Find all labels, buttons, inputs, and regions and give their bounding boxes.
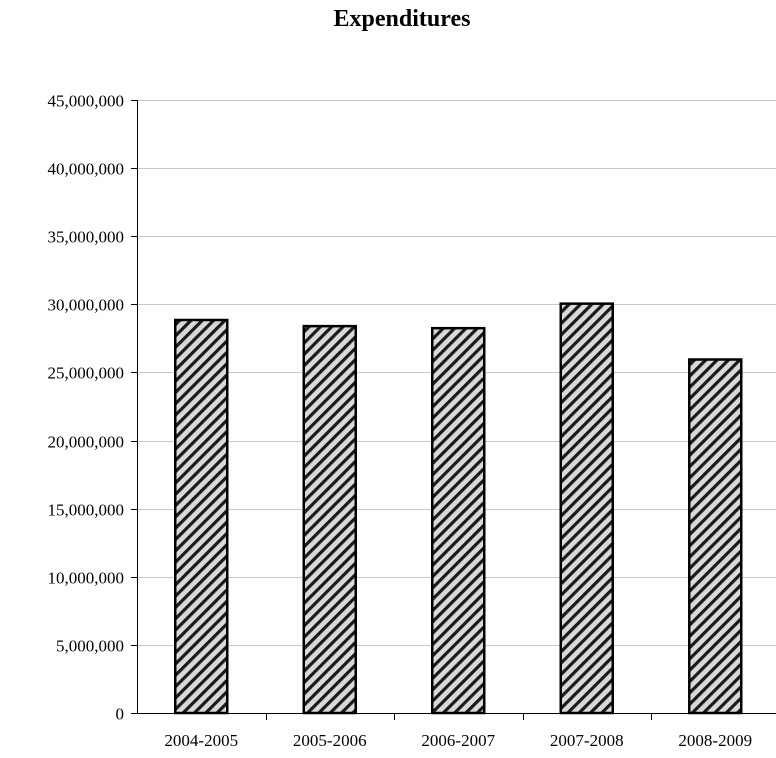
bar-2007-2008 (559, 302, 614, 715)
x-tick-labels: 2004-2005 2005-2006 2006-2007 2007-2008 2008… (164, 731, 752, 750)
y-tick-label: 15,000,000 (48, 501, 125, 520)
y-tick-label: 40,000,000 (48, 160, 125, 179)
x-tick-label: 2005-2006 (293, 731, 367, 750)
y-tick-label: 45,000,000 (48, 92, 125, 111)
chart-title: Expenditures (333, 6, 471, 32)
y-tick-label: 30,000,000 (48, 296, 125, 315)
x-tick-label: 2004-2005 (164, 731, 238, 750)
y-tick-label: 10,000,000 (48, 569, 125, 588)
x-tick-label: 2008-2009 (678, 731, 752, 750)
y-tick-label: 20,000,000 (48, 433, 125, 452)
bar-2008-2009 (688, 358, 743, 715)
bar-2004-2005 (174, 318, 229, 715)
y-tick-label: 5,000,000 (56, 637, 124, 656)
bar-2006-2007 (431, 326, 486, 715)
y-tick-label: 35,000,000 (48, 228, 125, 247)
y-tick-label: 0 (116, 705, 125, 724)
y-tick-label: 25,000,000 (48, 364, 125, 383)
bars (174, 302, 743, 715)
x-tick-label: 2007-2008 (550, 731, 624, 750)
y-tick-labels: 0 5,000,000 10,000,000 15,000,000 20,000,000… (48, 92, 125, 724)
x-tick-label: 2006-2007 (421, 731, 495, 750)
bar-2005-2006 (302, 324, 357, 715)
axes (131, 100, 776, 720)
